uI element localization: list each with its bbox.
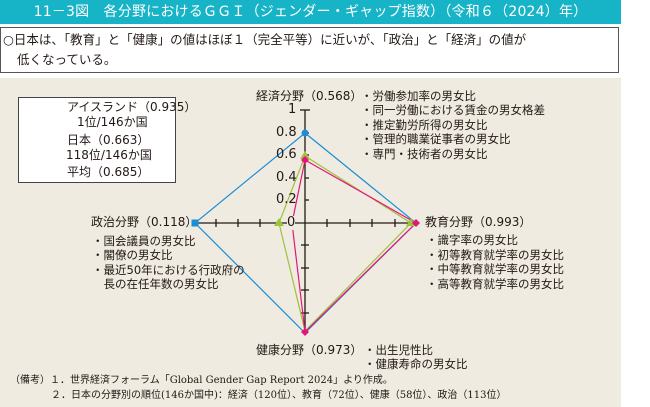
- axes: [193, 109, 417, 335]
- politics-bullet-3: ・最近50年における行政府の: [92, 263, 245, 277]
- tick-label-0-2: 0.2: [276, 192, 297, 207]
- summary-line-1: ○日本は、「教育」と「健康」の値はほぼ１（完全平等）に近いが、「政治」と「経済」…: [3, 32, 527, 47]
- tick-label-0: 0: [287, 215, 296, 230]
- politics-bullet-2: ・閣僚の男女比: [92, 248, 173, 262]
- legend: アイスランド（0.935） 1位/146か国 日本（0.663） 118位/14…: [18, 97, 196, 183]
- series-japan: [291, 159, 417, 334]
- notes: （備考）１．世界経済フォーラム「Global Gender Gap Report…: [10, 373, 507, 403]
- summary-box: ○日本は、「教育」と「健康」の値はほぼ１（完全平等）に近いが、「政治」と「経済」…: [0, 27, 619, 73]
- legend-average: 平均（0.685）: [67, 165, 150, 179]
- summary-line-2: 低くなっている。: [17, 52, 117, 67]
- health-bullet-2: ・健康寿命の男女比: [364, 357, 468, 371]
- legend-japan-rank: 118位/146か国: [66, 148, 152, 162]
- economy-bullet-4: ・管理的職業従事者の男女比: [361, 132, 511, 146]
- average-markers: [274, 151, 416, 226]
- education-bullet-1: ・識字率の男女比: [426, 233, 518, 247]
- tick-label-1: 1: [288, 102, 297, 117]
- iceland-markers: [191, 129, 309, 227]
- japan-markers: [301, 156, 420, 336]
- tick-label-0-4: 0.4: [276, 170, 297, 185]
- politics-bullet-1: ・国会議員の男女比: [92, 234, 196, 248]
- note-line-1: （備考）１．世界経済フォーラム「Global Gender Gap Report…: [10, 375, 393, 386]
- economy-axis-label: 経済分野（0.568）: [256, 89, 363, 103]
- health-bullet-1: ・出生児性比: [364, 343, 433, 357]
- economy-bullet-2: ・同一労働における賃金の男女格差: [361, 103, 545, 117]
- tick-label-0-8: 0.8: [276, 125, 297, 140]
- politics-axis-label: 政治分野（0.118）: [91, 215, 198, 229]
- education-bullet-3: ・中等教育就学率の男女比: [426, 262, 564, 276]
- economy-bullet-3: ・推定勤労所得の男女比: [361, 118, 488, 132]
- education-bullet-2: ・初等教育就学率の男女比: [426, 248, 564, 262]
- figure-title: 11－3図 各分野におけるＧＧＩ（ジェンダー・ギャップ指数）（令和６（2024）…: [0, 0, 621, 24]
- politics-bullet-4: 長の在任年数の男女比: [92, 277, 219, 291]
- note-line-2: ２．日本の分野別の順位(146か国中)：経済（120位）、教育（72位）、健康（…: [51, 390, 507, 401]
- legend-iceland-rank: 1位/146か国: [77, 115, 148, 129]
- tick-label-0-6: 0.6: [276, 147, 297, 162]
- legend-iceland: アイスランド（0.935）: [67, 100, 197, 114]
- education-bullet-4: ・高等教育就学率の男女比: [426, 277, 564, 291]
- economy-bullet-5: ・専門・技術者の男女比: [361, 147, 488, 161]
- legend-japan: 日本（0.663）: [67, 133, 150, 147]
- economy-bullet-1: ・労働参加率の男女比: [361, 89, 476, 103]
- health-axis-label: 健康分野（0.973）: [256, 343, 363, 357]
- education-axis-label: 教育分野（0.993）: [425, 215, 532, 229]
